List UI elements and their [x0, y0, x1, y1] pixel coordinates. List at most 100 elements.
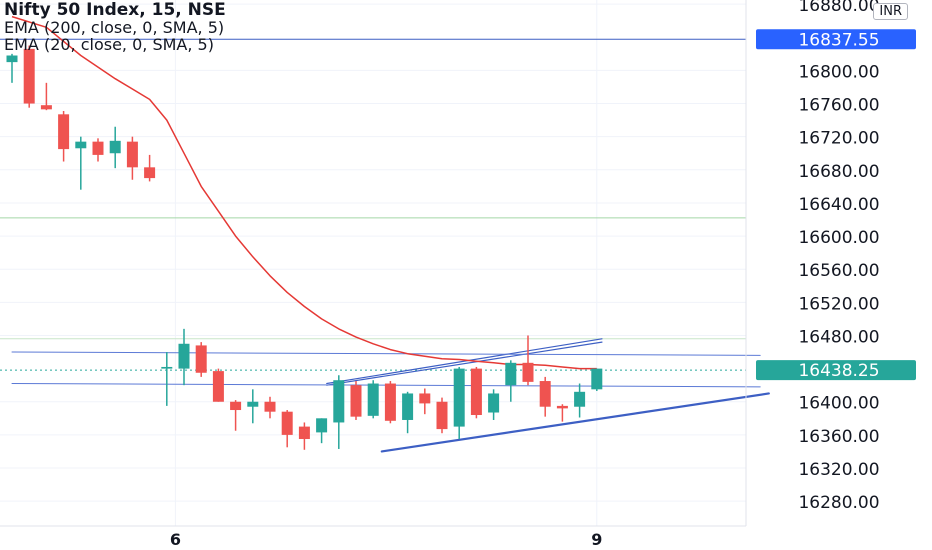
candle-body — [230, 401, 242, 411]
candle — [109, 126, 121, 169]
candle — [212, 368, 224, 402]
candle — [539, 376, 551, 417]
price-tick-label: 16800.00 — [798, 62, 879, 82]
candle — [92, 138, 104, 162]
candle — [333, 375, 345, 449]
currency-button[interactable]: INR — [873, 3, 908, 20]
candle-body — [109, 140, 121, 154]
price-labels: 16837.55 16438.25 — [756, 29, 916, 381]
horizontal-levels — [0, 38, 746, 371]
candle — [281, 410, 293, 448]
candle-body — [58, 114, 70, 150]
candle-body — [6, 55, 18, 63]
price-tick-label: 16320.00 — [798, 460, 879, 480]
candle-body — [264, 401, 276, 412]
candle-body — [144, 167, 156, 179]
candle — [247, 389, 259, 424]
candle — [488, 389, 500, 420]
indicator-ema-200[interactable]: EMA (200, close, 0, SMA, 5) — [4, 18, 225, 37]
ema-20-line — [11, 15, 597, 370]
price-tick-label: 16360.00 — [798, 427, 879, 447]
candle — [384, 381, 396, 424]
candle-body — [161, 366, 173, 369]
candle-body — [298, 426, 310, 440]
price-tick-label: 16480.00 — [798, 327, 879, 347]
candle-body — [316, 418, 328, 433]
candle — [161, 352, 173, 406]
price-tick-label: 16640.00 — [798, 195, 879, 215]
candle — [316, 418, 328, 444]
candle-body — [574, 391, 586, 407]
candle-body — [384, 383, 396, 421]
time-tick-label: 9 — [591, 530, 602, 549]
candle — [591, 368, 603, 391]
candle — [436, 397, 448, 434]
candle — [453, 366, 465, 440]
ema-20-series — [11, 15, 597, 370]
time-tick-label: 6 — [170, 530, 181, 549]
chart-legend: Nifty 50 Index, 15, NSE EMA (200, close,… — [4, 0, 226, 54]
candle-body — [212, 371, 224, 402]
price-tick-label: 16880.00 — [798, 0, 879, 16]
candle — [505, 360, 517, 402]
chart-grid — [0, 0, 746, 526]
candle — [402, 391, 414, 434]
price-tick-label: 16560.00 — [798, 261, 879, 281]
candle-body — [453, 368, 465, 427]
candle — [350, 381, 362, 420]
candle — [470, 366, 482, 419]
candle — [23, 45, 35, 108]
candle-body — [505, 362, 517, 386]
candle-body — [367, 383, 379, 416]
candle — [58, 110, 70, 162]
candle — [522, 335, 534, 386]
channel-upper-1-line — [326, 341, 603, 386]
candle — [556, 404, 568, 422]
channel-upper-2-line — [326, 338, 603, 385]
candle — [367, 380, 379, 419]
candle — [195, 342, 207, 377]
candle — [574, 383, 586, 418]
candle-body — [247, 401, 259, 407]
candle-body — [419, 393, 431, 404]
symbol-title: Nifty 50 Index, 15, NSE — [4, 0, 226, 20]
candle-body — [556, 405, 568, 409]
candle-body — [488, 393, 500, 413]
candle-body — [539, 381, 551, 407]
indicator-ema-20[interactable]: EMA (20, close, 0, SMA, 5) — [4, 35, 214, 54]
candle-body — [333, 380, 345, 423]
candle-body — [591, 368, 603, 390]
candle-body — [126, 141, 138, 168]
candle — [230, 400, 242, 431]
candlestick-series — [6, 45, 603, 450]
candle — [298, 422, 310, 450]
candle — [40, 82, 52, 111]
price-tick-label: 16520.00 — [798, 294, 879, 314]
price-tick-label: 16600.00 — [798, 228, 879, 248]
candle-body — [195, 345, 207, 373]
price-tick-label: 16760.00 — [798, 96, 879, 116]
price-label-box — [756, 360, 916, 381]
candle-body — [40, 105, 52, 110]
candle-body — [23, 48, 35, 104]
candle — [419, 388, 431, 415]
resistance-sloped-line — [11, 351, 761, 356]
candle-body — [436, 401, 448, 430]
price-axis[interactable]: 16880.00 16800.00 16760.00 16720.00 16680.00… — [798, 0, 879, 513]
candle-body — [178, 343, 190, 369]
candle — [178, 328, 190, 386]
price-tick-label: 16720.00 — [798, 129, 879, 149]
candle — [264, 396, 276, 419]
price-tick-label: 16680.00 — [798, 162, 879, 182]
price-label-box — [756, 29, 916, 50]
candle-body — [470, 368, 482, 416]
candle — [6, 53, 18, 83]
candle — [144, 154, 156, 182]
candle-body — [350, 385, 362, 417]
price-tick-label: 16400.00 — [798, 394, 879, 414]
candle-body — [402, 393, 414, 420]
price-label-value: 16438.25 — [798, 361, 879, 381]
candle — [126, 136, 138, 180]
